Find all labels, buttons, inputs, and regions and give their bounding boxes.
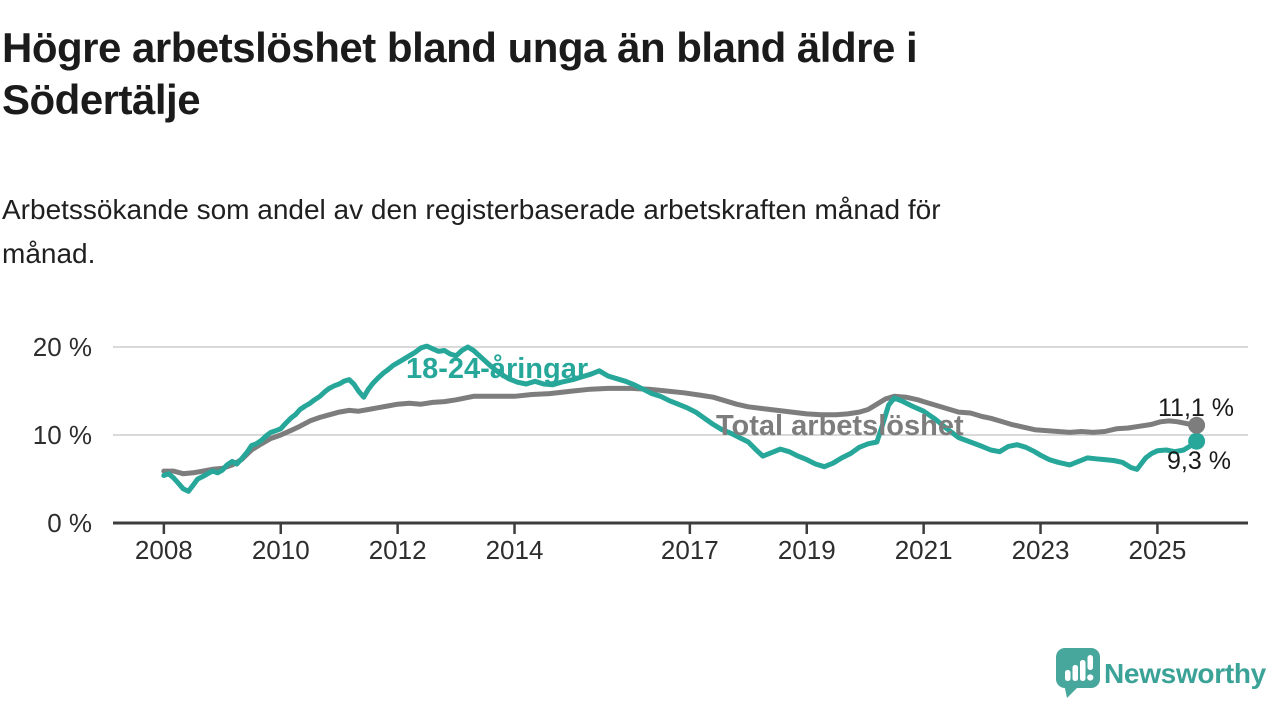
newsworthy-logo xyxy=(1056,648,1104,700)
y-tick-label: 0 % xyxy=(47,508,92,538)
series-label-total-arbetsloshet: Total arbetslöshet xyxy=(716,410,964,442)
x-tick-label: 2025 xyxy=(1128,535,1187,565)
end-value-label-total: 11,1 % xyxy=(1158,394,1234,422)
title-line-1: Högre arbetslöshet bland unga än bland ä… xyxy=(2,24,918,71)
newsworthy-logo-icon xyxy=(1056,648,1100,698)
newsworthy-wordmark: Newsworthy xyxy=(1104,658,1266,689)
y-tick-label: 10 % xyxy=(32,420,92,450)
x-tick-label: 2010 xyxy=(251,535,310,565)
series-line-total xyxy=(161,385,1200,477)
x-tick-label: 2017 xyxy=(660,535,719,565)
x-tick-label: 2021 xyxy=(894,535,953,565)
end-value-label-young: 9,3 % xyxy=(1167,447,1231,475)
series-label-18-24-aringar: 18-24-åringar xyxy=(406,353,589,385)
chart-subtitle: Arbetssökande som andel av den registerb… xyxy=(2,188,1202,276)
subtitle-line-2: månad. xyxy=(2,238,96,269)
x-tick-label: 2019 xyxy=(777,535,836,565)
x-tick-label: 2012 xyxy=(368,535,427,565)
y-tick-label: 20 % xyxy=(32,332,92,362)
end-dot-young xyxy=(1188,432,1206,450)
end-dot-total xyxy=(1188,416,1206,434)
x-tick-label: 2023 xyxy=(1011,535,1070,565)
x-tick-label: 2014 xyxy=(485,535,544,565)
x-tick-label: 2008 xyxy=(134,535,193,565)
title-line-2: Södertälje xyxy=(2,76,201,123)
page-title: Högre arbetslöshet bland unga än bland ä… xyxy=(2,22,1182,126)
subtitle-line-1: Arbetssökande som andel av den registerb… xyxy=(2,194,941,225)
series-line-young xyxy=(161,343,1200,494)
